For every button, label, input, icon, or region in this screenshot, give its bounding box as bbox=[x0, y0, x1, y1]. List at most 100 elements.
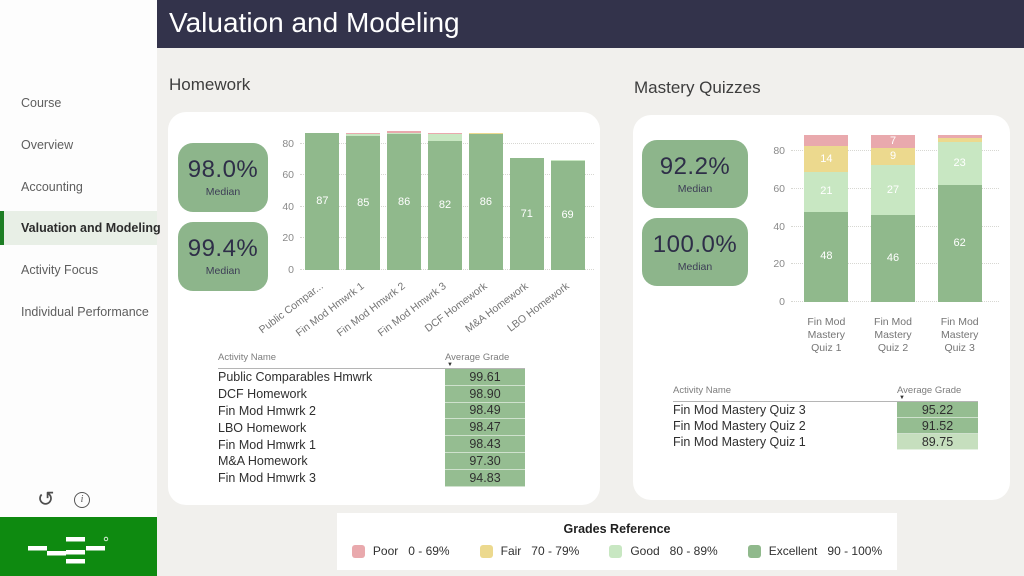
x-axis-label: Fin Mod Mastery Quiz 2 bbox=[874, 316, 912, 354]
bar-m-a-homework[interactable]: 71 bbox=[509, 158, 544, 270]
table-row[interactable]: LBO Homework 98.47 bbox=[218, 419, 525, 437]
segment-good[interactable] bbox=[428, 134, 462, 141]
table-row[interactable]: Fin Mod Mastery Quiz 3 95.22 bbox=[673, 402, 978, 418]
segment-good[interactable]: 23 bbox=[937, 142, 982, 186]
table-row[interactable]: DCF Homework 98.90 bbox=[218, 385, 525, 403]
y-axis-tick-label: 60 bbox=[282, 169, 294, 182]
segment-excellent[interactable]: 87 bbox=[305, 132, 340, 270]
segment-poor[interactable] bbox=[804, 134, 849, 146]
average-grade-cell: 94.83 bbox=[445, 469, 525, 487]
bar-public-compar[interactable]: 87 bbox=[305, 132, 340, 270]
y-axis-tick-label: 40 bbox=[282, 200, 294, 213]
segment-good[interactable] bbox=[346, 134, 381, 137]
bar-fin-mod-hmwrk-2[interactable]: 86 bbox=[387, 131, 422, 270]
segment-fair[interactable] bbox=[937, 138, 982, 143]
legend-item-good: Good 80 - 89% bbox=[609, 544, 718, 558]
sidebar-item-valuation-and-modeling[interactable]: Valuation and Modeling bbox=[0, 211, 161, 245]
activity-name-cell: M&A Homework bbox=[218, 454, 308, 469]
activity-name-cell: Fin Mod Mastery Quiz 3 bbox=[673, 403, 806, 417]
segment-excellent[interactable]: 48 bbox=[804, 211, 849, 302]
bar-lbo-homework[interactable]: 69 bbox=[550, 159, 585, 270]
table-row[interactable]: Public Comparables Hmwrk 99.61 bbox=[218, 369, 525, 386]
bar-fin-mod-mastery-quiz-3[interactable]: 62 23 bbox=[937, 134, 982, 302]
grades-reference-legend: Grades Reference Poor 0 - 69% Fair 70 - 79%… bbox=[337, 513, 897, 570]
quizzes-median-kpi-2[interactable]: 100.0% Median bbox=[642, 218, 748, 286]
segment-excellent[interactable]: 85 bbox=[346, 136, 381, 270]
segment-poor[interactable] bbox=[428, 132, 462, 135]
table-row[interactable]: Fin Mod Hmwrk 1 98.43 bbox=[218, 436, 525, 453]
segment-excellent[interactable]: 82 bbox=[428, 140, 462, 270]
homework-median-kpi-2[interactable]: 99.4% Median bbox=[178, 222, 268, 291]
homework-panel: 98.0% Median 99.4% Median 0 20 40 60 80 87 Pub… bbox=[168, 112, 600, 505]
sidebar-item-course[interactable]: Course bbox=[21, 96, 62, 110]
sidebar-item-overview[interactable]: Overview bbox=[21, 138, 74, 152]
segment-excellent[interactable]: 86 bbox=[387, 134, 422, 270]
segment-excellent[interactable]: 71 bbox=[509, 158, 544, 270]
sort-descending-icon: ▼ bbox=[899, 395, 905, 401]
training-the-street-logo bbox=[0, 517, 157, 576]
kpi-label: Median bbox=[205, 265, 241, 277]
table-row[interactable]: Fin Mod Mastery Quiz 2 91.52 bbox=[673, 418, 978, 434]
segment-poor[interactable] bbox=[937, 134, 982, 139]
bar-value-label: 82 bbox=[438, 198, 452, 211]
segment-fair[interactable]: 9 bbox=[871, 147, 915, 165]
segment-fair[interactable]: 14 bbox=[804, 145, 849, 173]
kpi-value: 92.2% bbox=[659, 153, 731, 180]
table-row[interactable]: Fin Mod Hmwrk 3 94.83 bbox=[218, 469, 525, 487]
legend-range: 0 - 69% bbox=[408, 544, 450, 558]
activity-name-cell: Fin Mod Hmwrk 2 bbox=[218, 403, 316, 418]
column-header-average-grade[interactable]: Average Grade ▼ bbox=[445, 352, 510, 368]
sidebar: Course Overview Accounting Valuation and Mo… bbox=[0, 0, 161, 576]
bar-dcf-homework[interactable]: 86 bbox=[468, 132, 503, 270]
segment-good[interactable] bbox=[550, 159, 585, 162]
bar-value-label: 85 bbox=[357, 196, 370, 209]
average-grade-cell: 98.90 bbox=[445, 385, 525, 403]
segment-fair[interactable] bbox=[468, 132, 503, 135]
segment-excellent[interactable]: 86 bbox=[468, 134, 503, 270]
y-axis-tick-label: 80 bbox=[282, 137, 294, 150]
undo-icon[interactable]: ↺ bbox=[37, 487, 55, 511]
segment-good[interactable] bbox=[387, 132, 422, 135]
segment-excellent[interactable]: 46 bbox=[871, 215, 915, 302]
bar-fin-mod-hmwrk-3[interactable]: 82 bbox=[428, 132, 462, 270]
sidebar-item-individual-performance[interactable]: Individual Performance bbox=[21, 305, 149, 319]
legend-label: Good bbox=[630, 544, 660, 558]
average-grade-cell: 98.47 bbox=[445, 419, 525, 437]
bar-value-label: 86 bbox=[398, 195, 411, 208]
quizzes-median-kpi-1[interactable]: 92.2% Median bbox=[642, 140, 748, 208]
segment-poor[interactable]: 7 bbox=[871, 134, 915, 148]
bar-fin-mod-mastery-quiz-1[interactable]: 48 21 14 bbox=[804, 134, 849, 302]
segment-poor[interactable] bbox=[346, 132, 381, 135]
kpi-label: Median bbox=[677, 183, 713, 195]
legend-swatch-poor-icon bbox=[351, 544, 365, 558]
bar-fin-mod-hmwrk-1[interactable]: 85 bbox=[346, 132, 381, 270]
activity-name-cell: LBO Homework bbox=[218, 420, 307, 435]
x-axis-label: Fin Mod Mastery Quiz 3 bbox=[940, 316, 979, 354]
table-row[interactable]: Fin Mod Hmwrk 2 98.49 bbox=[218, 402, 525, 420]
table-row[interactable]: Fin Mod Mastery Quiz 1 89.75 bbox=[673, 434, 978, 450]
y-axis-tick-label: 60 bbox=[773, 183, 785, 196]
kpi-value: 100.0% bbox=[652, 231, 738, 258]
sidebar-item-activity-focus[interactable]: Activity Focus bbox=[21, 263, 99, 277]
legend-label: Excellent bbox=[768, 544, 818, 558]
bar-fin-mod-mastery-quiz-2[interactable]: 46 27 9 7 bbox=[871, 134, 915, 302]
x-axis-label: Fin Mod Mastery Quiz 1 bbox=[807, 316, 846, 354]
y-axis-tick-label: 0 bbox=[288, 264, 294, 276]
legend-label: Fair bbox=[500, 544, 522, 558]
segment-excellent[interactable]: 62 bbox=[937, 185, 982, 302]
bar-value-label: 71 bbox=[520, 207, 533, 220]
homework-median-kpi-1[interactable]: 98.0% Median bbox=[178, 143, 268, 212]
segment-good[interactable]: 21 bbox=[804, 172, 849, 212]
column-header-activity-name[interactable]: Activity Name bbox=[673, 385, 732, 396]
column-header-activity-name[interactable]: Activity Name bbox=[218, 352, 277, 363]
homework-bar-chart: 0 20 40 60 80 87 Public Compar... 85 Fin Mod Hmw… bbox=[257, 125, 594, 339]
segment-excellent[interactable]: 69 bbox=[550, 161, 585, 270]
column-header-average-grade[interactable]: Average Grade ▼ bbox=[897, 385, 962, 401]
info-icon[interactable]: i bbox=[74, 492, 90, 508]
table-row[interactable]: M&A Homework 97.30 bbox=[218, 452, 525, 470]
sidebar-item-accounting[interactable]: Accounting bbox=[21, 180, 83, 194]
segment-good[interactable]: 27 bbox=[871, 164, 915, 216]
average-grade-cell: 91.52 bbox=[897, 418, 978, 434]
activity-name-cell: Fin Mod Mastery Quiz 1 bbox=[673, 435, 806, 449]
segment-poor[interactable] bbox=[387, 131, 422, 133]
